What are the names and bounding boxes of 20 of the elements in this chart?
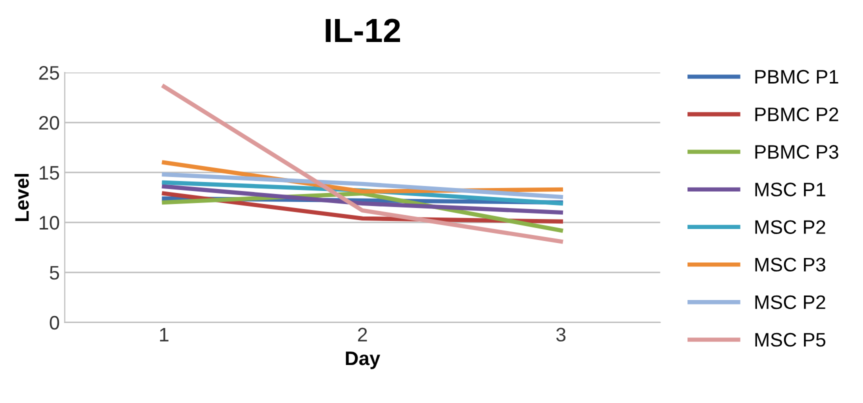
x-axis-title: Day — [346, 352, 380, 370]
y-tick-label: 20 — [39, 116, 60, 130]
legend-label: PBMC P1 — [755, 70, 838, 84]
y-tick-label: 15 — [40, 166, 60, 180]
chart-title: IL-12 — [326, 18, 400, 42]
x-tick-label: 2 — [358, 328, 367, 342]
x-tick-label: 3 — [556, 328, 566, 342]
legend-label: MSC P3 — [755, 258, 826, 272]
legend-label: MSC P1 — [755, 182, 826, 196]
y-tick-label: 25 — [39, 66, 60, 80]
legend-label: MSC P5 — [755, 332, 826, 347]
y-tick-label: 5 — [50, 266, 60, 280]
legend-label: PBMC P3 — [755, 145, 838, 159]
legend-label: MSC P2 — [755, 295, 826, 310]
legend-label: MSC P2 — [755, 220, 826, 234]
legend-label: PBMC P2 — [755, 107, 838, 122]
y-tick-label: 10 — [40, 216, 60, 230]
x-tick-label: 1 — [160, 328, 168, 342]
y-tick-label: 0 — [50, 316, 60, 330]
y-axis-title: Level — [14, 174, 29, 222]
